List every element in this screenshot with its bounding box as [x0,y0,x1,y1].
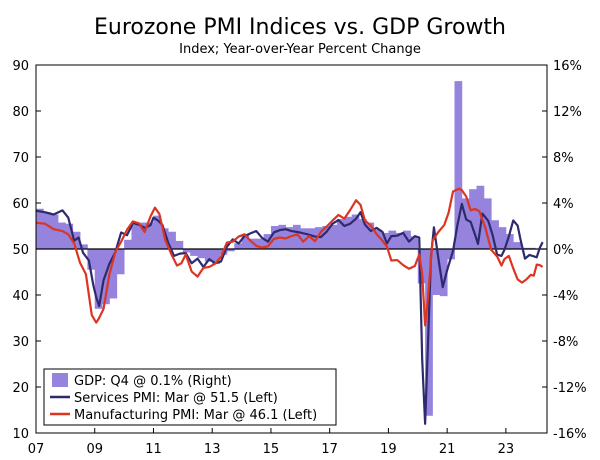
gdp-bar [410,236,419,249]
x-tick-label: 23 [498,442,515,457]
left-tick-label: 60 [12,197,29,212]
left-axis: 90 80 70 60 50 40 30 20 10 [12,59,41,442]
right-tick-label: 8% [553,151,574,166]
gdp-bar [50,214,59,249]
gdp-bar [300,228,309,249]
gdp-bar [513,242,521,249]
gdp-bar [197,249,206,259]
gdp-bar [109,249,118,299]
gdp-bar [292,224,301,249]
gdp-bar [491,220,499,249]
gdp-bar [359,219,367,249]
chart-title: Eurozone PMI Indices vs. GDP Growth [94,15,506,40]
gdp-bar [72,231,81,249]
right-tick-label: 0% [553,243,574,258]
manufacturing-pmi-line [35,187,544,327]
gdp-bar [212,249,220,264]
gdp-bar [366,222,375,249]
gdp-bar [131,224,140,249]
gdp-bar [322,226,331,249]
gdp-bar [388,230,397,249]
gdp-bar [461,198,470,249]
gdp-bar [58,222,66,249]
right-axis: 16% 12% 8% 4% 0% -4% -8% -12% -16% [542,59,587,442]
legend-swatch-gdp [52,373,68,387]
gdp-bar [432,249,441,295]
left-tick-label: 50 [12,243,29,258]
right-tick-label: -12% [553,381,587,396]
right-tick-label: 12% [553,105,582,120]
left-tick-label: 70 [12,151,29,166]
gdp-bar [153,215,162,249]
gdp-bar [329,224,338,249]
gdp-bar [241,234,250,249]
left-tick-label: 90 [12,59,29,74]
x-tick-label: 15 [263,442,280,457]
gdp-bar [124,239,132,249]
gdp-bar [43,212,52,249]
x-axis: 07 09 11 13 15 17 19 21 23 [28,428,514,457]
right-tick-label: -16% [553,427,587,442]
legend-label-gdp: GDP: Q4 @ 0.1% (Right) [74,374,232,389]
legend-label-manufacturing: Manufacturing PMI: Mar @ 46.1 (Left) [74,408,317,423]
legend-box [43,368,337,426]
left-tick-label: 40 [12,289,29,304]
gdp-bar [94,249,103,309]
gdp-bar [175,240,184,249]
x-tick-label: 21 [439,442,456,457]
gdp-bar [314,227,323,249]
gdp-bar [256,238,264,249]
left-tick-label: 30 [12,335,29,350]
gdp-bar [146,222,154,249]
gdp-bar [182,249,191,253]
gdp-bar [270,226,279,249]
gdp-bar [116,249,125,275]
gdp-bar [344,216,353,249]
gdp-bar [439,249,448,297]
x-tick-label: 11 [145,442,162,457]
gdp-bar [168,231,176,249]
gdp-bar [498,227,507,249]
gdp-bar [483,198,492,249]
plot-frame [35,64,548,434]
left-tick-label: 20 [12,381,29,396]
gdp-bar [469,189,477,249]
gdp-bar [505,234,514,249]
right-tick-label: -4% [553,289,578,304]
x-tick-label: 17 [321,442,338,457]
gdp-bar [36,208,44,249]
x-tick-label: 07 [28,442,45,457]
gdp-bar [351,214,360,249]
gdp-bar [234,243,242,249]
gdp-bar [138,222,147,249]
gdp-bar [337,219,345,249]
gdp-bar [476,185,485,249]
gdp-bar [373,229,382,249]
gdp-bar [226,249,235,252]
legend: GDP: Q4 @ 0.1% (Right) Services PMI: Mar… [43,368,337,426]
x-tick-label: 13 [204,442,221,457]
gdp-bar [204,249,213,262]
right-tick-label: 16% [553,59,582,74]
x-tick-label: 09 [86,442,103,457]
right-tick-label: -8% [553,335,578,350]
x-tick-label: 19 [380,442,397,457]
gdp-bar [395,232,404,249]
right-tick-label: 4% [553,197,574,212]
legend-label-services: Services PMI: Mar @ 51.5 (Left) [74,391,278,406]
left-tick-label: 10 [12,427,29,442]
gdp-bar [190,249,198,256]
gdp-bar [454,81,463,249]
gdp-bar [80,244,88,249]
chart-subtitle: Index; Year-over-Year Percent Change [179,42,421,57]
left-tick-label: 80 [12,105,29,120]
gdp-bar [87,249,96,270]
